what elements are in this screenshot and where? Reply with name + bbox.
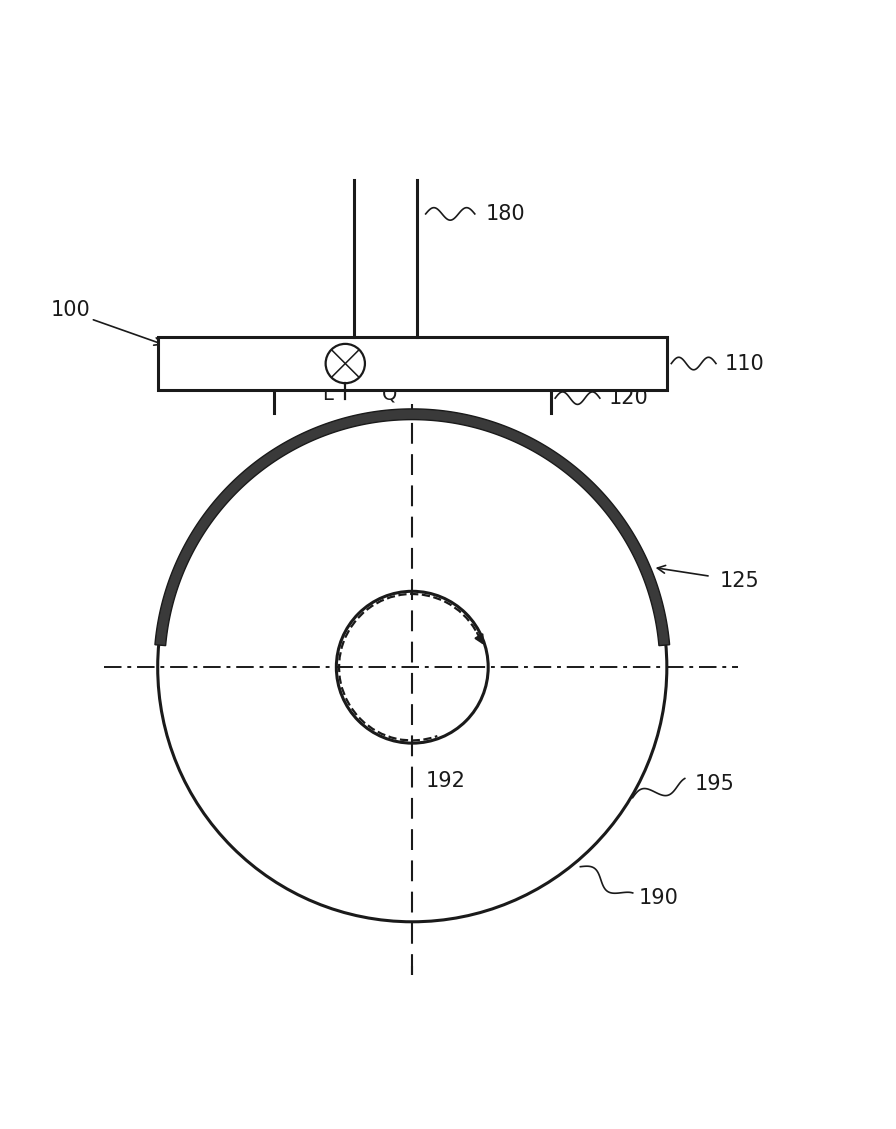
Text: 192: 192 <box>426 771 466 790</box>
Text: 125: 125 <box>719 571 760 590</box>
Polygon shape <box>155 409 669 646</box>
Circle shape <box>325 344 365 383</box>
Text: 180: 180 <box>486 204 525 224</box>
Text: 100: 100 <box>50 300 90 320</box>
Text: 190: 190 <box>639 889 678 908</box>
Text: Q: Q <box>383 385 398 404</box>
Text: 120: 120 <box>608 388 649 409</box>
Bar <box>158 336 667 391</box>
Text: 195: 195 <box>695 774 735 795</box>
Text: 110: 110 <box>725 353 764 374</box>
Text: L: L <box>322 385 332 404</box>
